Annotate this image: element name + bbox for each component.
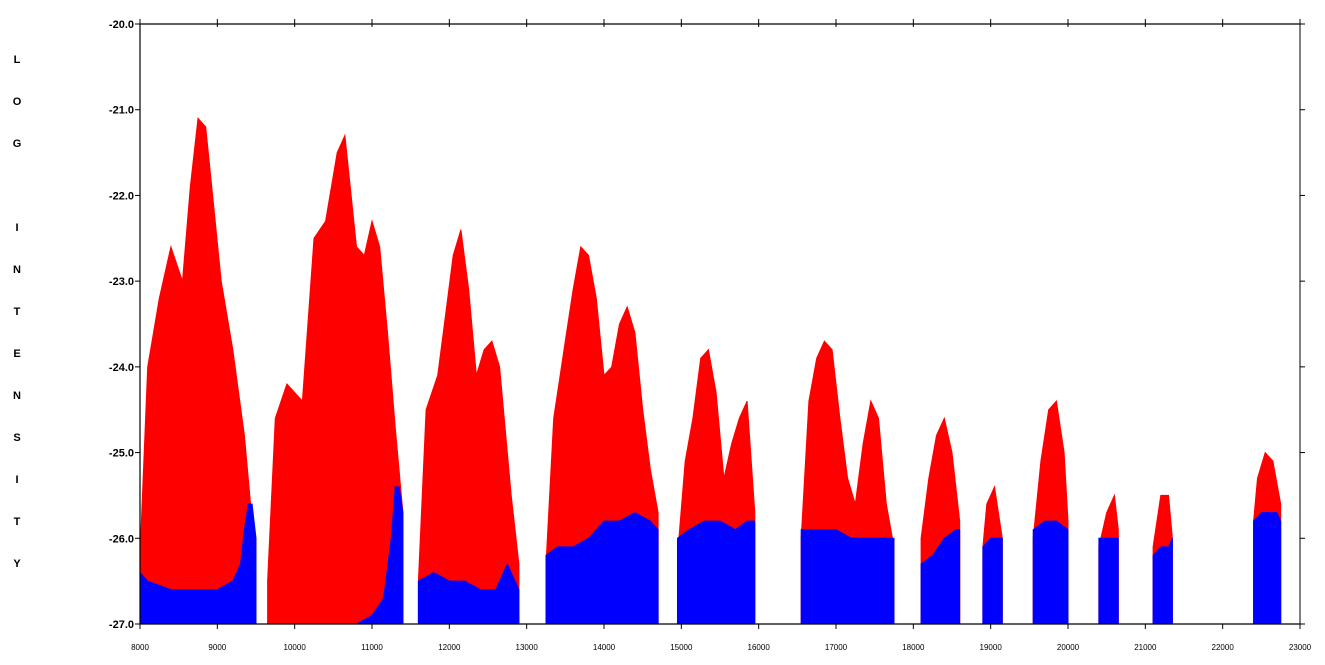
x-tick-label: 13000 [516, 643, 539, 652]
y-axis-label-letter: N [13, 390, 21, 402]
lower-series-area [982, 537, 1003, 625]
lower-series-area [920, 529, 961, 625]
x-tick-label: 17000 [825, 643, 848, 652]
x-tick-label: 12000 [438, 643, 461, 652]
x-tick-label: 23000 [1289, 643, 1312, 652]
y-tick-label: -25.0 [109, 448, 134, 460]
lower-series-area [1032, 520, 1069, 625]
y-axis-label-letter: T [13, 516, 21, 528]
y-axis-label-letter: Y [13, 558, 21, 570]
upper-series-area [417, 229, 520, 625]
x-tick-label: 10000 [284, 643, 307, 652]
lower-series-area [139, 503, 257, 625]
lower-series-area [800, 529, 895, 625]
y-axis-label-letter: L [13, 54, 21, 66]
y-tick-label: -26.0 [109, 533, 134, 545]
x-tick-label: 9000 [208, 643, 226, 652]
y-axis-label-letter: N [13, 264, 21, 276]
y-tick-label: -24.0 [109, 362, 134, 374]
lower-series-area [545, 512, 659, 625]
y-tick-label: -22.0 [109, 190, 134, 202]
upper-series-area [267, 133, 404, 625]
x-tick-label: 22000 [1212, 643, 1235, 652]
lower-series-area [677, 520, 756, 625]
series-layer [139, 117, 1282, 625]
y-tick-label: -21.0 [109, 105, 134, 117]
y-axis-label-letter: I [15, 474, 19, 486]
y-axis-label-letter: I [15, 222, 19, 234]
x-tick-label: 21000 [1134, 643, 1157, 652]
y-axis-label-letter: E [13, 348, 21, 360]
x-tick-label: 19000 [980, 643, 1003, 652]
lower-series-area [1253, 512, 1282, 625]
lower-series-area [1098, 537, 1119, 625]
y-axis-label-letter: G [12, 138, 22, 150]
upper-series-area [139, 117, 257, 625]
x-tick-label: 8000 [131, 643, 149, 652]
y-axis-label-letter: T [13, 306, 21, 318]
axes-layer: -20.0 -21.0 -22.0 -23.0 -24.0 -25.0 -26.0 -27.0… [109, 19, 1312, 652]
x-tick-label: 16000 [748, 643, 771, 652]
x-tick-label: 18000 [902, 643, 925, 652]
y-tick-label: -20.0 [109, 19, 134, 31]
x-tick-label: 15000 [670, 643, 693, 652]
y-axis-label-letter: S [13, 432, 21, 444]
y-axis-label-letter: O [12, 96, 22, 108]
x-tick-label: 20000 [1057, 643, 1080, 652]
y-tick-label: -27.0 [109, 619, 134, 631]
lower-series-area [417, 562, 520, 625]
x-tick-label: 14000 [593, 643, 616, 652]
y-axis-label: L O G I N T E N S I T Y [0, 0, 34, 665]
x-tick-label: 11000 [361, 643, 383, 652]
y-tick-label: -23.0 [109, 276, 134, 288]
